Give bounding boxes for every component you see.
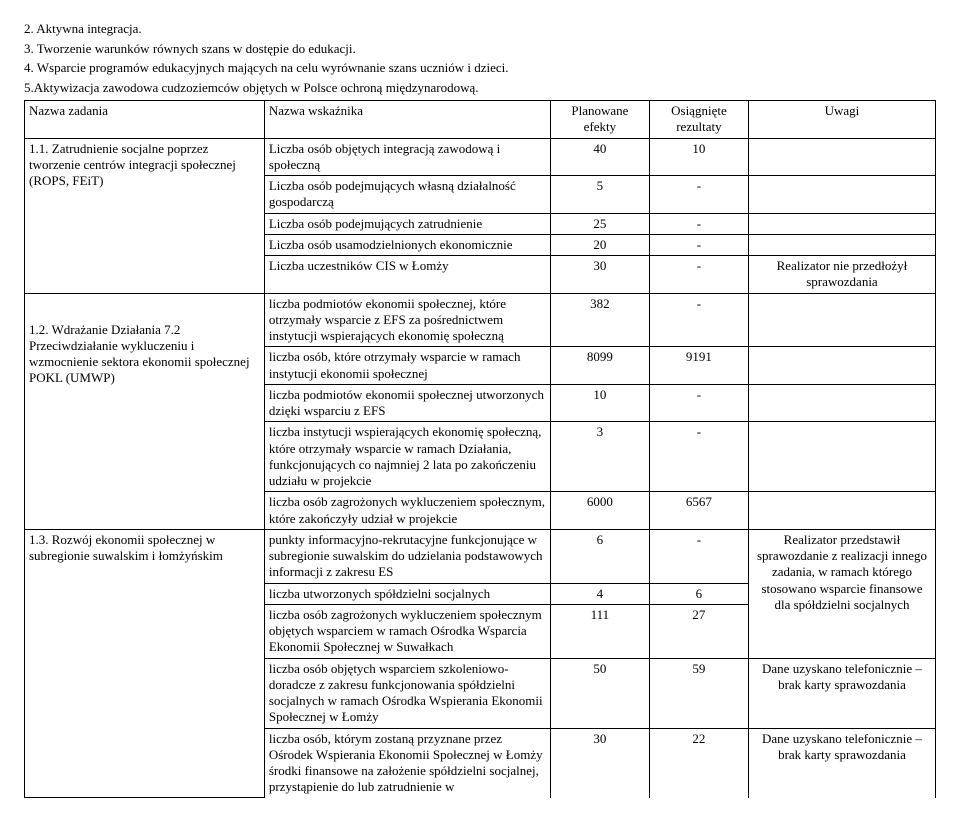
notes-cell bbox=[748, 138, 935, 176]
notes-cell bbox=[748, 422, 935, 492]
indicators-table: Nazwa zadania Nazwa wskaźnika Planowane … bbox=[24, 100, 936, 798]
indicator-cell: Liczba osób podejmujących zatrudnienie bbox=[264, 213, 550, 234]
notes-cell: Realizator przedstawił sprawozdanie z re… bbox=[748, 529, 935, 658]
achieved-cell: - bbox=[649, 213, 748, 234]
intro-line: 2. Aktywna integracja. bbox=[24, 20, 936, 38]
planned-cell: 3 bbox=[550, 422, 649, 492]
achieved-cell: 9191 bbox=[649, 347, 748, 385]
indicator-cell: punkty informacyjno-rekrutacyjne funkcjo… bbox=[264, 529, 550, 583]
task-cell: 1.3. Rozwój ekonomii społecznej w subreg… bbox=[25, 529, 265, 797]
table-row: 1.2. Wdrażanie Działania 7.2 Przeciwdzia… bbox=[25, 293, 936, 347]
notes-cell bbox=[748, 293, 935, 347]
notes-cell bbox=[748, 176, 935, 214]
indicator-cell: Liczba osób objętych integracją zawodową… bbox=[264, 138, 550, 176]
achieved-cell: 10 bbox=[649, 138, 748, 176]
indicator-cell: liczba osób zagrożonych wykluczeniem spo… bbox=[264, 492, 550, 530]
planned-cell: 20 bbox=[550, 234, 649, 255]
notes-cell bbox=[748, 213, 935, 234]
indicator-cell: liczba osób, którym zostaną przyznane pr… bbox=[264, 728, 550, 798]
indicator-cell: liczba podmiotów ekonomii społecznej, kt… bbox=[264, 293, 550, 347]
achieved-cell: 6 bbox=[649, 583, 748, 604]
planned-cell: 5 bbox=[550, 176, 649, 214]
achieved-cell: 22 bbox=[649, 728, 748, 798]
achieved-cell: - bbox=[649, 234, 748, 255]
planned-cell: 382 bbox=[550, 293, 649, 347]
intro-block: 2. Aktywna integracja. 3. Tworzenie waru… bbox=[24, 20, 936, 96]
achieved-cell: - bbox=[649, 293, 748, 347]
achieved-cell: - bbox=[649, 256, 748, 294]
indicator-cell: Liczba osób usamodzielnionych ekonomiczn… bbox=[264, 234, 550, 255]
indicator-cell: liczba osób, które otrzymały wsparcie w … bbox=[264, 347, 550, 385]
planned-cell: 6 bbox=[550, 529, 649, 583]
task-cell: 1.1. Zatrudnienie socjalne poprzez tworz… bbox=[25, 138, 265, 293]
intro-line: 5.Aktywizacja zawodowa cudzoziemców obję… bbox=[24, 79, 936, 97]
achieved-cell: - bbox=[649, 176, 748, 214]
notes-cell: Dane uzyskano telefonicznie – brak karty… bbox=[748, 728, 935, 798]
indicator-cell: liczba osób objętych wsparciem szkolenio… bbox=[264, 658, 550, 728]
achieved-cell: - bbox=[649, 529, 748, 583]
notes-cell: Realizator nie przedłożył sprawozdania bbox=[748, 256, 935, 294]
notes-cell: Dane uzyskano telefonicznie – brak karty… bbox=[748, 658, 935, 728]
indicator-cell: liczba osób zagrożonych wykluczeniem spo… bbox=[264, 604, 550, 658]
notes-cell bbox=[748, 384, 935, 422]
notes-cell bbox=[748, 234, 935, 255]
indicator-cell: Liczba osób podejmujących własną działal… bbox=[264, 176, 550, 214]
indicator-cell: liczba podmiotów ekonomii społecznej utw… bbox=[264, 384, 550, 422]
header-achieved: Osiągnięte rezultaty bbox=[649, 101, 748, 139]
indicator-cell: liczba instytucji wspierających ekonomię… bbox=[264, 422, 550, 492]
indicator-text: liczba osób zagrożonych wykluczeniem spo… bbox=[269, 607, 542, 655]
achieved-cell: 59 bbox=[649, 658, 748, 728]
table-header-row: Nazwa zadania Nazwa wskaźnika Planowane … bbox=[25, 101, 936, 139]
achieved-cell: - bbox=[649, 422, 748, 492]
intro-line: 3. Tworzenie warunków równych szans w do… bbox=[24, 40, 936, 58]
intro-line: 4. Wsparcie programów edukacyjnych mając… bbox=[24, 59, 936, 77]
planned-cell: 25 bbox=[550, 213, 649, 234]
table-row: 1.3. Rozwój ekonomii społecznej w subreg… bbox=[25, 529, 936, 583]
notes-cell bbox=[748, 347, 935, 385]
planned-cell: 30 bbox=[550, 256, 649, 294]
task-cell: 1.2. Wdrażanie Działania 7.2 Przeciwdzia… bbox=[25, 293, 265, 529]
header-planned: Planowane efekty bbox=[550, 101, 649, 139]
planned-cell: 6000 bbox=[550, 492, 649, 530]
planned-cell: 4 bbox=[550, 583, 649, 604]
planned-cell: 111 bbox=[550, 604, 649, 658]
notes-cell bbox=[748, 492, 935, 530]
header-task: Nazwa zadania bbox=[25, 101, 265, 139]
indicator-cell: Liczba uczestników CIS w Łomży bbox=[264, 256, 550, 294]
table-row: 1.1. Zatrudnienie socjalne poprzez tworz… bbox=[25, 138, 936, 176]
planned-cell: 30 bbox=[550, 728, 649, 798]
planned-cell: 8099 bbox=[550, 347, 649, 385]
planned-cell: 50 bbox=[550, 658, 649, 728]
planned-cell: 40 bbox=[550, 138, 649, 176]
achieved-cell: 27 bbox=[649, 604, 748, 658]
planned-cell: 10 bbox=[550, 384, 649, 422]
achieved-cell: 6567 bbox=[649, 492, 748, 530]
indicator-cell: liczba utworzonych spółdzielni socjalnyc… bbox=[264, 583, 550, 604]
header-notes: Uwagi bbox=[748, 101, 935, 139]
header-indicator: Nazwa wskaźnika bbox=[264, 101, 550, 139]
achieved-cell: - bbox=[649, 384, 748, 422]
